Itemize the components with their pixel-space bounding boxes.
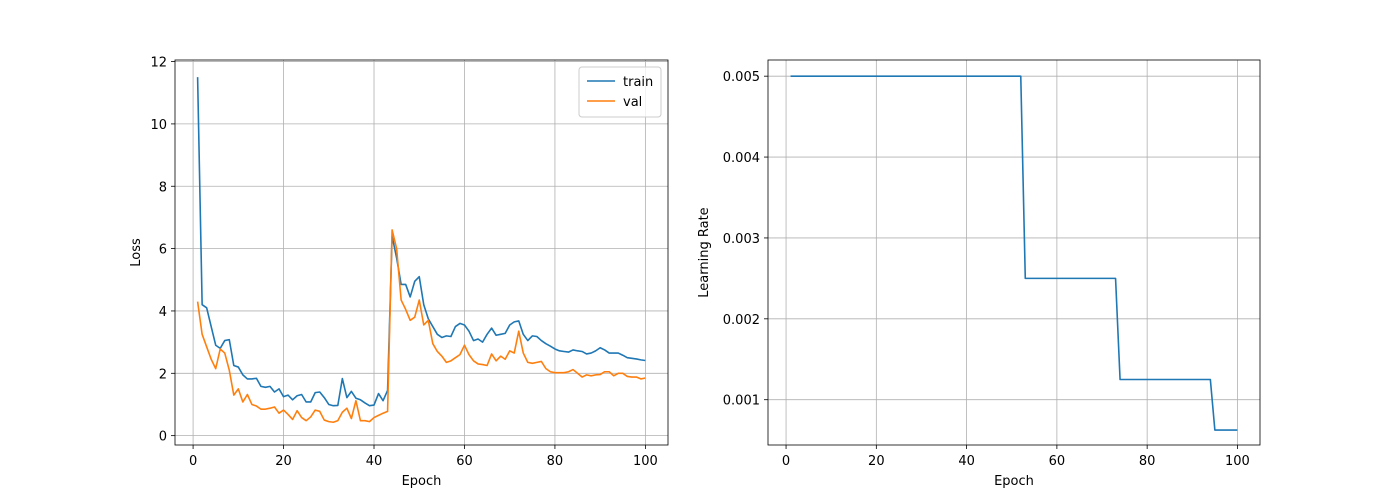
axes-frame [174,59,669,446]
legend-box [578,66,662,118]
x-tick-label: 0 [782,454,790,469]
x-tick-label: 60 [1049,454,1066,469]
x-axis-label: Epoch [402,474,442,489]
y-tick-label: 12 [150,56,167,71]
y-tick-label: 0.003 [723,232,760,247]
x-tick-label: 40 [366,454,383,469]
y-tick-label: 0.005 [723,70,760,85]
x-tick-label: 80 [547,454,564,469]
y-tick-label: 4 [159,305,167,320]
y-axis-label: Learning Rate [697,207,712,297]
y-axis-label: Loss [129,238,144,267]
series-line-val [196,229,646,424]
x-tick-label: 100 [1225,454,1250,469]
x-axis-label: Epoch [994,474,1034,489]
y-tick-label: 0.002 [723,313,760,328]
y-tick-label: 0.004 [723,151,760,166]
x-tick-label: 100 [633,454,658,469]
y-tick-label: 0 [159,430,167,445]
axes-frame [767,59,1261,446]
x-tick-label: 0 [189,454,197,469]
chart-panel-2: 0 20 40 60 80 100 0.001 0.002 0.003 0.004 0.005 Epo… [697,59,1261,489]
x-tick-label: 20 [275,454,292,469]
legend-label-train: train [623,75,653,90]
x-tick-label: 80 [1139,454,1156,469]
x-tick-label: 40 [958,454,975,469]
series-line-train [196,77,646,407]
chart-panel-1: 0 20 40 60 80 100 0 2 4 6 8 10 12 Epoch Loss train val [129,56,669,489]
x-tick-label: 20 [868,454,885,469]
legend-label-val: val [623,95,642,110]
x-tick-label: 60 [456,454,473,469]
y-tick-label: 0.001 [723,394,760,409]
series-line-lr [790,75,1238,431]
legend: train val [578,66,662,118]
y-tick-label: 6 [159,243,167,258]
y-tick-label: 2 [159,367,167,382]
y-tick-label: 8 [159,180,167,195]
y-tick-label: 10 [150,118,167,133]
